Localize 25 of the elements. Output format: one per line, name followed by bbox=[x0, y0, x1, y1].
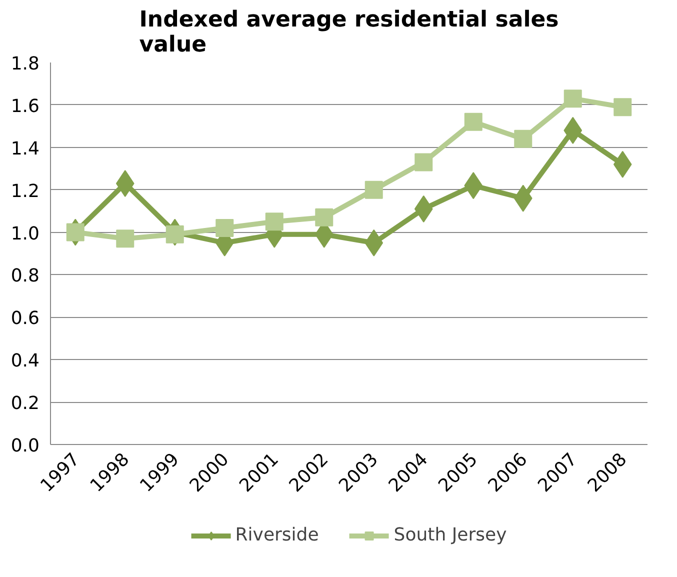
point bbox=[464, 112, 482, 131]
y-tick-label: 0.8 bbox=[10, 266, 40, 287]
point bbox=[166, 225, 184, 244]
y-tick-label: 0.4 bbox=[10, 350, 40, 372]
point bbox=[66, 223, 84, 242]
y-tick-label: 1.0 bbox=[10, 223, 40, 244]
point bbox=[315, 208, 334, 226]
point bbox=[564, 90, 582, 108]
y-tick-label: 1.6 bbox=[10, 96, 40, 117]
point bbox=[364, 180, 383, 199]
point bbox=[116, 230, 134, 248]
point bbox=[265, 212, 284, 231]
y-tick-label: 0.2 bbox=[10, 393, 40, 414]
y-tick-label: 0.0 bbox=[10, 436, 40, 456]
chart-title: Indexed average residential sales value bbox=[139, 8, 559, 58]
legend-label: South Jersey bbox=[394, 524, 507, 546]
y-tick-label: 1.8 bbox=[10, 54, 40, 74]
y-tick-label: 1.2 bbox=[10, 180, 40, 202]
y-tick-label: 1.4 bbox=[10, 138, 40, 160]
point bbox=[414, 153, 433, 172]
legend-label: Riverside bbox=[235, 524, 319, 546]
y-tick-label: 0.6 bbox=[10, 308, 40, 330]
point bbox=[514, 130, 532, 148]
point bbox=[216, 219, 234, 238]
point bbox=[614, 98, 632, 116]
